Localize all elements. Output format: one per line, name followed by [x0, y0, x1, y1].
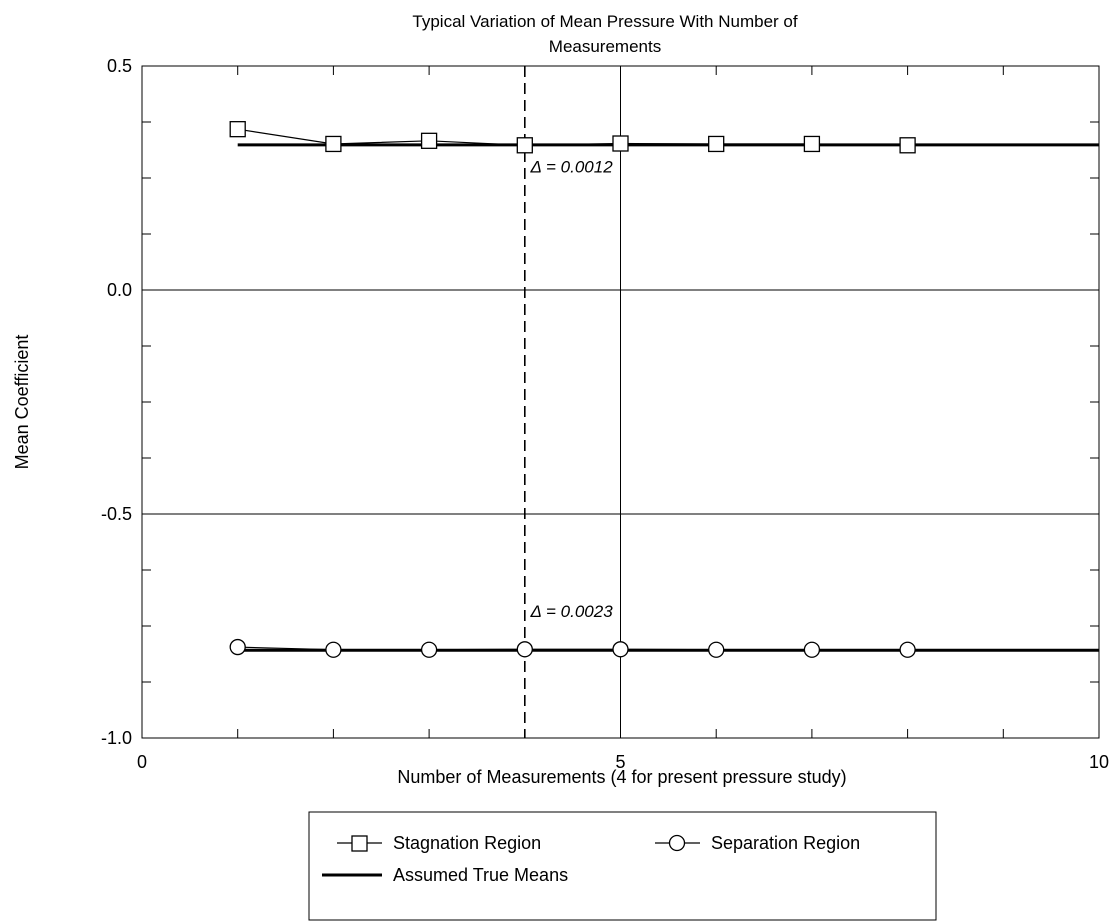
- separation-point: [900, 642, 915, 657]
- stagnation-point: [517, 138, 532, 153]
- legend-circle-marker: [670, 836, 685, 851]
- stagnation-point: [804, 136, 819, 151]
- series-layer: [230, 122, 1099, 658]
- separation-point: [709, 642, 724, 657]
- x-axis-label: Number of Measurements (4 for present pr…: [397, 767, 846, 787]
- legend: Stagnation Region Separation Region Assume…: [309, 812, 936, 920]
- stagnation-point: [709, 136, 724, 151]
- separation-point: [326, 642, 341, 657]
- legend-square-marker: [352, 836, 367, 851]
- separation-point: [230, 640, 245, 655]
- separation-point: [517, 642, 532, 657]
- grid-layer: [142, 66, 1099, 738]
- delta-annotation: Δ = 0.0012: [530, 158, 614, 177]
- annotation-layer: Δ = 0.0012 Δ = 0.0023: [530, 158, 614, 621]
- y-tick-label: 0.5: [107, 56, 132, 76]
- stagnation-point: [613, 136, 628, 151]
- y-tick-label: -0.5: [101, 504, 132, 524]
- separation-point: [422, 642, 437, 657]
- stagnation-point: [422, 133, 437, 148]
- separation-point: [613, 642, 628, 657]
- stagnation-point: [326, 136, 341, 151]
- separation-point: [804, 642, 819, 657]
- stagnation-point: [230, 122, 245, 137]
- chart-title-line-2: Measurements: [549, 37, 661, 56]
- y-axis-label: Mean Coefficient: [12, 335, 32, 470]
- stagnation-point: [900, 138, 915, 153]
- legend-stagnation-label: Stagnation Region: [393, 833, 541, 853]
- legend-separation-label: Separation Region: [711, 833, 860, 853]
- chart-title-line-1: Typical Variation of Mean Pressure With …: [412, 12, 797, 31]
- legend-true-mean-label: Assumed True Means: [393, 865, 568, 885]
- x-tick-label: 0: [137, 752, 147, 772]
- y-tick-label: -1.0: [101, 728, 132, 748]
- x-tick-label: 10: [1089, 752, 1109, 772]
- delta-annotation: Δ = 0.0023: [530, 602, 614, 621]
- y-tick-label: 0.0: [107, 280, 132, 300]
